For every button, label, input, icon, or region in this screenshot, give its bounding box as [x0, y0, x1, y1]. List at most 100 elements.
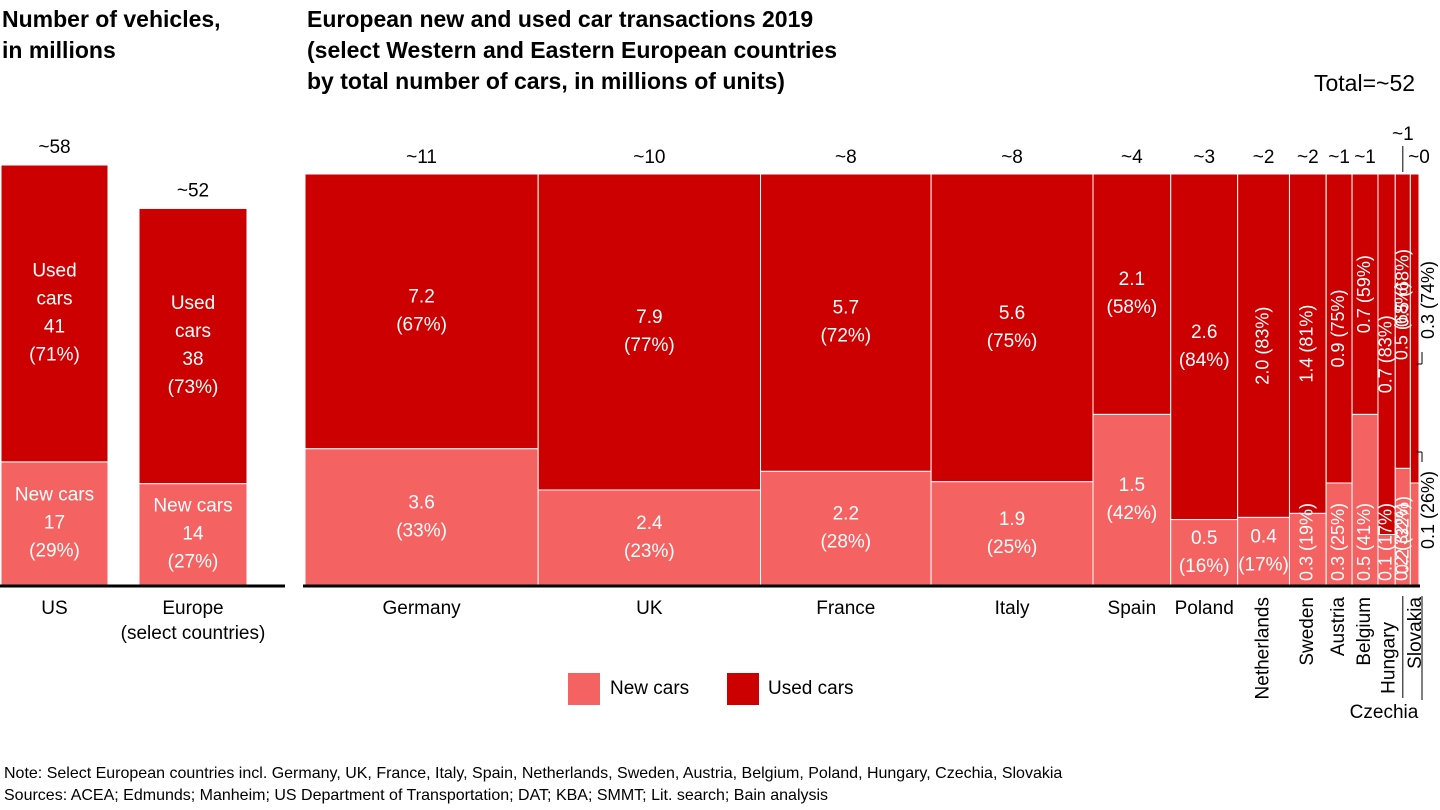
bar-used-label: cars — [37, 288, 73, 309]
mekko-total-label: ~11 — [406, 147, 437, 168]
bar-new-0 — [0, 461, 109, 586]
mekko-new-uk — [537, 489, 762, 587]
mekko-used-pct: (72%) — [820, 326, 871, 347]
mekko-new-pct: (42%) — [1107, 503, 1158, 524]
mekko-new-label: 0.3 (19%) — [1297, 503, 1317, 581]
mekko-used-slovakia — [1409, 173, 1420, 484]
mekko-new-label: 0.1 (26%) — [1418, 471, 1438, 549]
mekko-used-poland — [1170, 173, 1239, 521]
mekko-category-label: Czechia — [1350, 702, 1419, 723]
mekko-new-label: 0.2 (32%) — [1393, 496, 1413, 574]
mekko-total-label: ~3 — [1193, 147, 1215, 168]
mekko-used-netherlands — [1237, 173, 1290, 518]
mekko-category-label: Belgium — [1354, 597, 1375, 666]
bar-new-label: (29%) — [29, 540, 80, 561]
mekko-new-france — [760, 470, 932, 587]
mekko-new-value: 0.5 — [1191, 528, 1217, 549]
bar-total-label: ~58 — [38, 137, 70, 158]
mekko-new-label: 0.1 (17%) — [1375, 503, 1395, 581]
category-label: Europe — [162, 598, 223, 619]
mekko-category-label: Sweden — [1297, 597, 1318, 666]
mekko-used-uk — [537, 173, 762, 491]
mekko-new-value: 1.5 — [1119, 475, 1145, 496]
mekko-used-label: 0.9 (75%) — [1328, 289, 1348, 367]
mekko-used-sweden — [1288, 173, 1327, 514]
legend-new-swatch — [568, 673, 600, 705]
mekko-total-label: ~8 — [835, 147, 857, 168]
mekko-used-label: 0.7 (83%) — [1375, 315, 1395, 393]
bar-used-label: (73%) — [168, 377, 219, 398]
mekko-used-value: 5.6 — [999, 303, 1025, 324]
mekko-used-value: 7.2 — [408, 286, 434, 307]
mekko-category-label: Italy — [995, 598, 1030, 619]
mekko-category-label: Spain — [1108, 598, 1157, 619]
bar-used-label: Used — [32, 260, 76, 281]
mekko-total-label: ~4 — [1121, 147, 1143, 168]
bar-used-label: 38 — [182, 349, 203, 370]
left-panel-title: Number of vehicles, in millions — [2, 6, 221, 63]
mekko-used-label: 2.0 (83%) — [1252, 307, 1272, 385]
mekko-total-label: ~8 — [1001, 147, 1023, 168]
mekko-category-label: France — [816, 598, 875, 619]
mekko-new-value: 0.4 — [1250, 527, 1277, 548]
mekko-used-label: 0.7 (59%) — [1354, 255, 1374, 333]
mekko-new-label: 0.3 (25%) — [1328, 503, 1348, 581]
mekko-used-value: 2.6 — [1191, 322, 1217, 343]
mekko-new-pct: (33%) — [396, 520, 447, 541]
mekko-category-label: UK — [636, 598, 663, 619]
bar-used-label: Used — [171, 293, 215, 314]
mekko-used-label: 0.5 (68%) — [1392, 282, 1412, 360]
mekko-new-pct: (17%) — [1238, 555, 1289, 576]
mekko-used-belgium — [1351, 173, 1379, 415]
mekko-category-label: Hungary — [1379, 622, 1400, 694]
mekko-new-belgium — [1351, 413, 1379, 587]
mekko-new-value: 3.6 — [408, 492, 434, 513]
mekko-total-label: ~2 — [1297, 147, 1319, 168]
bar-new-1 — [138, 483, 248, 586]
legend-used-swatch — [727, 673, 759, 705]
mekko-used-italy — [930, 173, 1094, 483]
mekko-used-label: 0.3 (74%) — [1418, 261, 1438, 339]
mekko-used-germany — [304, 173, 539, 450]
mekko-used-pct: (84%) — [1179, 350, 1230, 371]
bar-used-0 — [0, 164, 109, 463]
mekko-new-germany — [304, 448, 539, 587]
mekko-used-pct: (58%) — [1107, 297, 1158, 318]
mekko-new-poland — [1170, 519, 1239, 587]
mekko-new-pct: (25%) — [987, 537, 1038, 558]
legend-used-label: Used cars — [768, 678, 854, 699]
mekko-category-label: Netherlands — [1253, 597, 1274, 699]
footnote: Note: Select European countries incl. Ge… — [4, 765, 1063, 782]
mekko-new-spain — [1092, 413, 1172, 587]
bar-new-label: 14 — [182, 523, 204, 544]
mekko-new-austria — [1325, 482, 1353, 587]
mekko-used-spain — [1092, 173, 1172, 415]
mekko-new-value: 1.9 — [999, 509, 1025, 530]
mekko-total-label: ~1 — [1328, 147, 1350, 168]
bar-new-label: New cars — [153, 495, 232, 516]
mekko-new-value: 2.4 — [636, 513, 663, 534]
mekko-total-label: ~0 — [1408, 147, 1430, 168]
mekko-new-pct: (28%) — [820, 532, 871, 553]
total-label: Total=~52 — [1314, 70, 1416, 96]
bar-new-label: New cars — [15, 484, 94, 505]
mekko-new-sweden — [1288, 512, 1327, 587]
mekko-new-pct: (23%) — [624, 541, 675, 562]
mekko-total-label: ~10 — [633, 147, 665, 168]
mekko-category-label: Slovakia — [1405, 597, 1426, 669]
mekko-used-value: 7.9 — [636, 307, 662, 328]
mekko-new-italy — [930, 481, 1094, 587]
bar-used-1 — [138, 207, 248, 485]
mekko-used-value: 5.7 — [833, 298, 859, 319]
category-label: (select countries) — [121, 623, 266, 644]
mekko-used-label: 1.4 (81%) — [1297, 305, 1317, 383]
bar-new-label: 17 — [44, 512, 65, 533]
legend-new-label: New cars — [610, 678, 689, 699]
mekko-used-pct: (77%) — [624, 335, 675, 356]
mekko-new-value: 2.2 — [833, 504, 859, 525]
mekko-used-pct: (75%) — [987, 331, 1038, 352]
mekko-used-value: 2.1 — [1119, 269, 1145, 290]
mekko-new-label: 0.5 (41%) — [1354, 503, 1374, 581]
mekko-new-label: 0.2 (32%) — [1392, 503, 1412, 581]
